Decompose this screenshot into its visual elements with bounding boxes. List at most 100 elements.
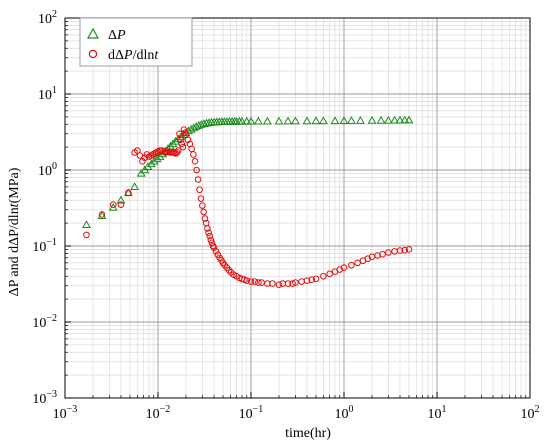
data-point-triangle [242, 116, 252, 125]
data-point-triangle [152, 154, 162, 163]
data-point-circle [320, 272, 327, 280]
data-point-circle [199, 202, 206, 209]
data-point-circle [204, 225, 211, 232]
data-point-circle [210, 244, 218, 251]
legend: ΔP dΔP/dlnt [79, 17, 193, 67]
data-point-triangle [246, 116, 256, 125]
data-point-triangle [330, 116, 340, 125]
data-point-triangle [383, 115, 393, 124]
data-point-circle [214, 251, 222, 258]
data-point-circle [289, 280, 296, 287]
x-tick-label: 10−2 [146, 404, 171, 422]
data-point-circle [312, 275, 320, 283]
data-point-triangle [155, 152, 165, 160]
data-point-triangle [196, 119, 206, 128]
data-point-circle [190, 151, 197, 158]
data-point-circle [264, 280, 271, 287]
data-point-circle [134, 147, 141, 154]
data-point-circle [174, 147, 182, 154]
data-point-circle [308, 276, 316, 284]
data-point-circle [188, 145, 195, 153]
series-1 [81, 115, 414, 229]
data-point-triangle [290, 116, 300, 125]
data-point-triangle [346, 116, 356, 124]
data-point-circle [197, 195, 205, 202]
x-axis-label: time(hr) [285, 426, 331, 441]
data-point-triangle [283, 116, 293, 125]
x-tick-label: 10−1 [239, 404, 264, 422]
data-point-circle [243, 277, 251, 284]
y-tick-label: 10−2 [32, 313, 57, 331]
data-point-circle [109, 201, 117, 208]
data-point-triangle [262, 116, 272, 125]
x-axis-tick-labels: 10−3 10−2 10−1 100 101 102 [53, 404, 540, 422]
legend-marker-triangle [86, 27, 100, 39]
data-point-circle [83, 231, 90, 239]
data-point-circle [200, 208, 207, 216]
data-point-circle [340, 264, 348, 271]
data-point-circle [385, 249, 392, 256]
data-point-circle [179, 143, 187, 151]
data-point-triangle [339, 116, 349, 124]
data-point-circle [269, 280, 276, 287]
y-tick-label: 101 [38, 85, 57, 103]
data-point-triangle [390, 115, 400, 124]
y-tick-label: 100 [38, 161, 57, 179]
data-point-circle [354, 259, 361, 267]
data-point-triangle [81, 220, 91, 229]
data-point-circle [193, 166, 200, 174]
data-point-triangle [146, 159, 156, 168]
data-point-triangle [171, 136, 181, 145]
y-tick-label: 10−1 [32, 237, 57, 255]
data-point-circle [379, 250, 386, 258]
x-tick-label: 10−3 [53, 404, 78, 422]
data-point-circle [212, 248, 220, 255]
data-point-circle [177, 136, 184, 144]
data-point-circle [117, 201, 125, 208]
data-point-circle [298, 278, 305, 285]
data-point-circle [206, 232, 214, 240]
x-tick-label: 100 [335, 404, 354, 422]
data-point-triangle [168, 139, 178, 148]
x-tick-label: 101 [428, 404, 447, 422]
data-point-circle [303, 277, 311, 284]
data-point-circle [191, 158, 199, 165]
data-point-circle [194, 176, 202, 183]
data-point-circle [247, 278, 255, 285]
grid-major-lines [64, 17, 531, 399]
x-tick-label: 102 [521, 404, 540, 422]
data-point-circle [207, 236, 215, 244]
data-point-triangle [367, 115, 377, 124]
data-point-circle [405, 246, 413, 253]
data-point-circle [326, 270, 333, 278]
y-axis-tick-labels: 10−3 10−2 10−1 100 101 102 [32, 9, 57, 407]
plot-area-frame [64, 17, 531, 399]
legend-marker-circle [88, 49, 98, 59]
data-point-circle [255, 279, 262, 286]
data-point-triangle [318, 116, 328, 125]
data-point-circle [292, 279, 299, 286]
data-point-triangle [302, 116, 312, 125]
data-point-triangle [199, 119, 209, 128]
y-tick-label: 102 [38, 9, 57, 27]
data-point-triangle [404, 115, 414, 124]
data-point-triangle [355, 116, 365, 124]
data-point-triangle [376, 115, 386, 124]
data-point-circle [364, 255, 372, 263]
data-point-circle [348, 261, 355, 269]
y-axis-label: ΔP and dΔP/dlnt(MPa) [7, 167, 22, 296]
data-point-circle [196, 186, 203, 194]
legend-box [79, 17, 193, 67]
data-point-circle [184, 136, 192, 144]
data-point-triangle [395, 115, 405, 124]
legend-label-series-2: dΔP/dlnt [108, 48, 159, 63]
data-point-circle [98, 211, 106, 218]
series-layer [81, 115, 414, 288]
data-point-triangle [253, 116, 263, 125]
data-point-triangle [400, 115, 410, 124]
data-point-circle [141, 154, 149, 162]
data-point-circle [201, 215, 209, 222]
data-point-triangle [237, 116, 247, 125]
axis-ticks [64, 17, 531, 399]
